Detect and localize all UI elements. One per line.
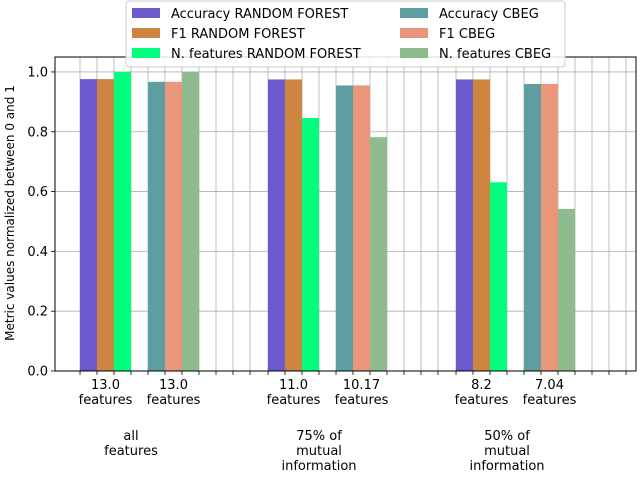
y-tick-label: 0.0 xyxy=(27,365,48,380)
bar xyxy=(114,71,131,371)
x-tick-label: features xyxy=(267,393,321,408)
bar xyxy=(490,182,507,371)
bar xyxy=(97,79,114,372)
x-tick-label: features xyxy=(335,393,389,408)
legend-swatch xyxy=(400,48,428,58)
x-tick-label: features xyxy=(455,393,509,408)
x-tick-label: 10.17 xyxy=(343,378,380,393)
x-tick-label: 13.0 xyxy=(91,378,120,393)
y-tick-label: 0.4 xyxy=(27,245,48,260)
x-tick-label: 11.0 xyxy=(279,378,308,393)
legend-label: Accuracy CBEG xyxy=(439,7,539,22)
y-tick-label: 0.2 xyxy=(27,305,48,320)
bars xyxy=(80,71,575,372)
legend-swatch xyxy=(400,28,428,38)
bar xyxy=(268,79,285,371)
bar xyxy=(285,79,302,371)
bar xyxy=(165,81,182,371)
legend-swatch xyxy=(400,8,428,18)
legend-swatch xyxy=(132,48,160,58)
legend-label: F1 CBEG xyxy=(439,27,495,42)
bar xyxy=(336,85,353,372)
x-tick-label: features xyxy=(147,393,201,408)
x-tick-label: 8.2 xyxy=(471,378,492,393)
legend-box xyxy=(125,0,566,68)
y-tick-label: 1.0 xyxy=(27,65,48,80)
legend-label: N. features RANDOM FOREST xyxy=(171,47,361,62)
group-label: features xyxy=(104,444,158,459)
bar xyxy=(370,137,387,371)
group-label: information xyxy=(281,459,356,474)
legend-label: F1 RANDOM FOREST xyxy=(171,27,305,42)
axes: 0.00.20.40.60.81.013.0features13.0featur… xyxy=(27,56,637,474)
x-tick-label: 13.0 xyxy=(159,378,188,393)
y-axis-label: Metric values normalized between 0 and 1 xyxy=(3,85,17,341)
group-label: 75% of xyxy=(296,429,342,444)
x-tick-label: 7.04 xyxy=(535,378,564,393)
legend: Accuracy RANDOM FOREST F1 RANDOM FOREST N.… xyxy=(125,0,566,68)
group-label: 50% of xyxy=(484,429,530,444)
bar xyxy=(524,83,541,372)
x-tick-label: features xyxy=(79,393,133,408)
bar xyxy=(473,79,490,371)
legend-swatch xyxy=(132,8,160,18)
bar xyxy=(80,79,97,372)
legend-label: Accuracy RANDOM FOREST xyxy=(171,7,348,22)
bar xyxy=(182,71,199,371)
legend-swatch xyxy=(132,28,160,38)
bar xyxy=(148,81,165,371)
bar xyxy=(456,79,473,371)
group-label: mutual xyxy=(296,444,342,459)
x-tick-label: features xyxy=(523,393,577,408)
bar xyxy=(353,85,370,372)
bar xyxy=(558,208,575,371)
bar xyxy=(302,118,319,372)
legend-label: N. features CBEG xyxy=(439,47,551,62)
group-label: mutual xyxy=(484,444,530,459)
y-tick-label: 0.8 xyxy=(27,125,48,140)
y-tick-label: 0.6 xyxy=(27,185,48,200)
bar xyxy=(541,83,558,372)
group-label: information xyxy=(469,459,544,474)
group-label: all xyxy=(123,429,138,444)
